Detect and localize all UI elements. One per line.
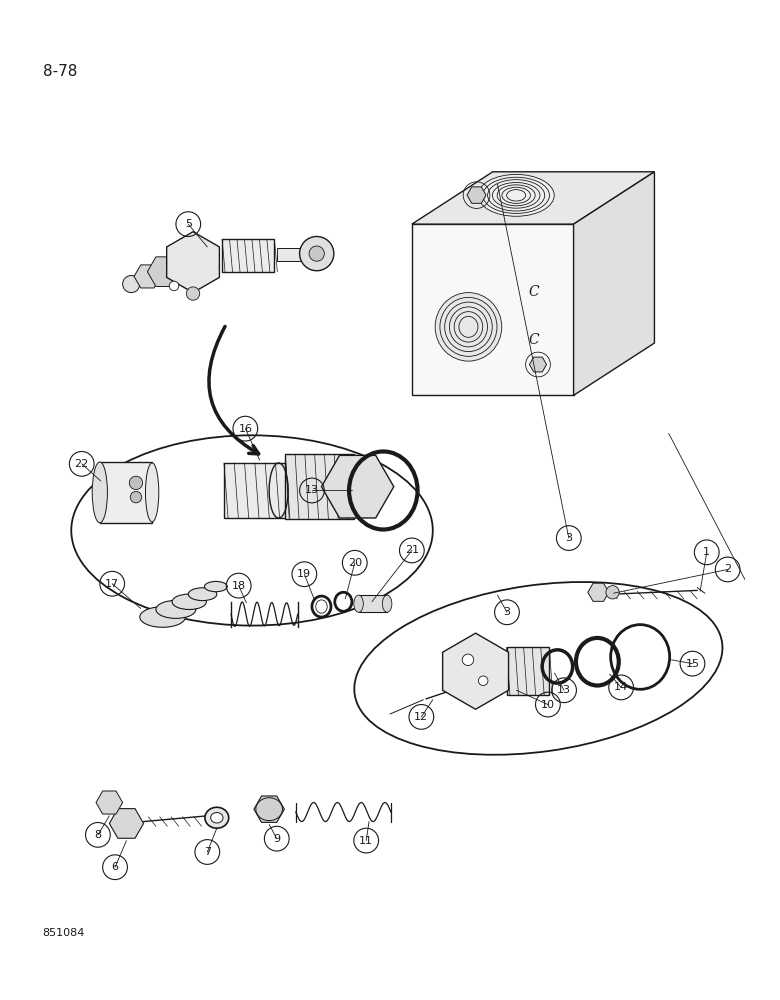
Circle shape — [129, 476, 143, 490]
Text: 19: 19 — [297, 569, 311, 579]
Ellipse shape — [205, 807, 229, 828]
FancyBboxPatch shape — [224, 463, 285, 518]
Text: 11: 11 — [359, 836, 373, 846]
Text: 18: 18 — [232, 581, 246, 591]
Text: 10: 10 — [541, 700, 555, 710]
Text: 3: 3 — [566, 533, 573, 543]
Polygon shape — [412, 172, 654, 224]
Text: C: C — [528, 333, 539, 347]
Ellipse shape — [354, 595, 363, 612]
FancyBboxPatch shape — [277, 248, 305, 261]
Polygon shape — [412, 224, 573, 395]
Ellipse shape — [140, 607, 186, 627]
Text: 6: 6 — [112, 862, 119, 872]
Text: 5: 5 — [185, 219, 192, 229]
Text: 8-78: 8-78 — [43, 64, 77, 79]
Text: 14: 14 — [614, 682, 628, 692]
Circle shape — [606, 586, 619, 599]
FancyBboxPatch shape — [100, 462, 152, 523]
Ellipse shape — [146, 463, 159, 522]
Text: 22: 22 — [75, 459, 89, 469]
Circle shape — [300, 236, 334, 271]
Circle shape — [130, 491, 142, 503]
Ellipse shape — [92, 462, 108, 523]
Text: 851084: 851084 — [43, 928, 85, 938]
Ellipse shape — [211, 813, 223, 823]
FancyBboxPatch shape — [359, 595, 387, 612]
Ellipse shape — [156, 600, 196, 618]
Text: 9: 9 — [273, 834, 280, 844]
Ellipse shape — [188, 588, 217, 601]
Ellipse shape — [204, 581, 227, 592]
Text: 1: 1 — [704, 547, 711, 557]
Circle shape — [309, 246, 324, 261]
Text: 20: 20 — [348, 558, 362, 568]
Circle shape — [532, 359, 544, 370]
FancyBboxPatch shape — [506, 647, 549, 695]
Ellipse shape — [435, 293, 502, 361]
Text: 2: 2 — [724, 564, 731, 574]
Circle shape — [169, 281, 179, 291]
FancyBboxPatch shape — [285, 454, 354, 519]
Text: C: C — [528, 285, 539, 299]
Text: 16: 16 — [239, 424, 253, 434]
Polygon shape — [573, 172, 654, 395]
Ellipse shape — [478, 174, 555, 216]
Circle shape — [463, 654, 473, 666]
Circle shape — [122, 275, 140, 293]
FancyBboxPatch shape — [222, 239, 275, 272]
Circle shape — [478, 676, 488, 686]
Text: 13: 13 — [305, 485, 319, 495]
Text: 21: 21 — [405, 545, 419, 555]
Text: 15: 15 — [686, 659, 700, 669]
Text: 7: 7 — [204, 847, 211, 857]
Text: 8: 8 — [94, 830, 101, 840]
Text: 17: 17 — [105, 579, 119, 589]
Circle shape — [186, 287, 200, 300]
Text: 12: 12 — [414, 712, 428, 722]
Ellipse shape — [382, 595, 392, 612]
Ellipse shape — [172, 594, 207, 609]
Text: 13: 13 — [557, 685, 571, 695]
Text: 3: 3 — [503, 607, 510, 617]
